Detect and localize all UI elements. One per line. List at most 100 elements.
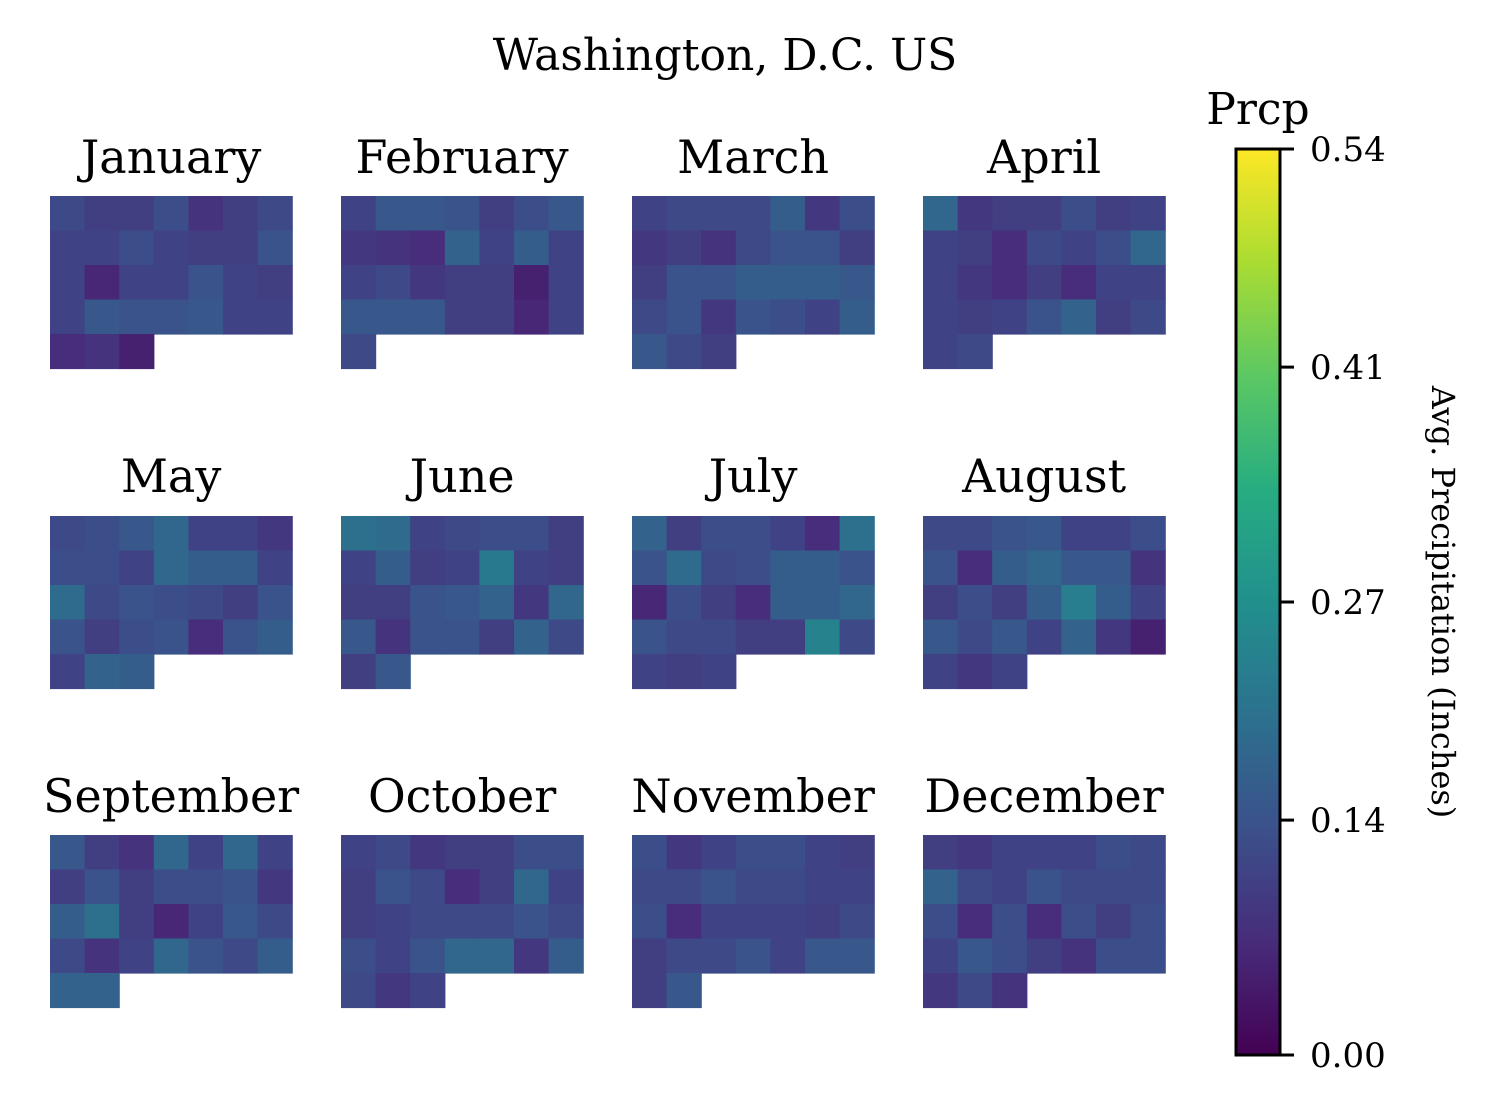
heatmap-cell (666, 334, 702, 370)
heatmap-cell (153, 265, 189, 301)
heatmap-cell (1026, 869, 1062, 905)
heatmap-cell (923, 334, 959, 370)
heatmap-cell (257, 835, 293, 871)
month-panel-june: June (341, 449, 584, 690)
heatmap-cell (923, 585, 959, 621)
heatmap-cell (84, 196, 120, 232)
heatmap-cell (257, 230, 293, 266)
heatmap-cell (735, 516, 771, 552)
heatmap-cell (666, 585, 702, 621)
heatmap-cell (50, 835, 86, 871)
heatmap-cell (341, 299, 377, 335)
colorbar-title: Prcp (1206, 84, 1309, 135)
heatmap-cell (1061, 585, 1097, 621)
heatmap-cell (257, 904, 293, 940)
heatmap-cell (923, 904, 959, 940)
heatmap-cell (119, 265, 155, 301)
heatmap-cell (923, 299, 959, 335)
heatmap-cell (375, 619, 411, 655)
colorbar-tick-label: 0.14 (1310, 801, 1386, 841)
heatmap-cell (410, 938, 446, 974)
heatmap-cell (341, 938, 377, 974)
heatmap-cell (1096, 619, 1132, 655)
heatmap-cell (770, 938, 806, 974)
heatmap-cell (119, 835, 155, 871)
heatmap-cell (735, 869, 771, 905)
heatmap-cell (735, 550, 771, 586)
heatmap-cell (514, 869, 550, 905)
heatmap-cell (923, 938, 959, 974)
heatmap-cell (84, 619, 120, 655)
heatmap-cell (119, 299, 155, 335)
heatmap-cell (992, 516, 1028, 552)
heatmap-cell (701, 654, 737, 690)
heatmap-cell (548, 938, 584, 974)
heatmap-cell (701, 585, 737, 621)
heatmap-cell (257, 869, 293, 905)
heatmap-cell (839, 869, 875, 905)
heatmap-cell (666, 516, 702, 552)
heatmap-cell (1026, 585, 1062, 621)
heatmap-cell (992, 265, 1028, 301)
heatmap-cell (223, 835, 259, 871)
heatmap-cell (548, 869, 584, 905)
heatmap-cell (839, 299, 875, 335)
heatmap-cell (223, 550, 259, 586)
heatmap-cell (805, 835, 841, 871)
month-panel-may: May (50, 449, 293, 690)
heatmap-cell (514, 196, 550, 232)
heatmap-cell (50, 265, 86, 301)
heatmap-cell (666, 654, 702, 690)
heatmap-cell (770, 265, 806, 301)
heatmap-cell (1061, 265, 1097, 301)
heatmap-cell (341, 196, 377, 232)
heatmap-cell (375, 904, 411, 940)
heatmap-cell (770, 516, 806, 552)
heatmap-cell (839, 938, 875, 974)
heatmap-cell (410, 904, 446, 940)
heatmap-cell (1061, 835, 1097, 871)
heatmap-cell (50, 550, 86, 586)
heatmap-cell (410, 585, 446, 621)
heatmap-cell (805, 619, 841, 655)
colorbar-tick-label: 0.00 (1310, 1036, 1386, 1076)
heatmap-cell (1026, 904, 1062, 940)
heatmap-cell (1096, 904, 1132, 940)
month-panel-january: January (50, 130, 293, 370)
heatmap-cell (119, 654, 155, 690)
heatmap-cell (735, 835, 771, 871)
heatmap-cell (1096, 835, 1132, 871)
heatmap-cell (701, 938, 737, 974)
heatmap-cell (1061, 550, 1097, 586)
heatmap-cell (375, 230, 411, 266)
heatmap-cell (375, 869, 411, 905)
heatmap-cell (341, 265, 377, 301)
heatmap-cell (1061, 619, 1097, 655)
heatmap-cell (514, 516, 550, 552)
heatmap-cell (1130, 550, 1166, 586)
heatmap-cell (1096, 550, 1132, 586)
heatmap-cell (1026, 196, 1062, 232)
heatmap-cell (153, 904, 189, 940)
heatmap-cell (701, 265, 737, 301)
heatmap-cell (479, 196, 515, 232)
heatmap-cell (632, 973, 668, 1009)
heatmap-cell (1130, 265, 1166, 301)
heatmap-cell (548, 550, 584, 586)
heatmap-cell (701, 904, 737, 940)
heatmap-cell (341, 619, 377, 655)
heatmap-cell (805, 196, 841, 232)
heatmap-cell (479, 550, 515, 586)
heatmap-cell (84, 835, 120, 871)
heatmap-cell (957, 334, 993, 370)
heatmap-cell (479, 230, 515, 266)
heatmap-cell (805, 265, 841, 301)
heatmap-cell (341, 654, 377, 690)
heatmap-cell (153, 585, 189, 621)
heatmap-cell (119, 619, 155, 655)
heatmap-cell (957, 835, 993, 871)
heatmap-cell (375, 196, 411, 232)
heatmap-cell (1061, 230, 1097, 266)
heatmap-cell (701, 619, 737, 655)
heatmap-cell (375, 654, 411, 690)
